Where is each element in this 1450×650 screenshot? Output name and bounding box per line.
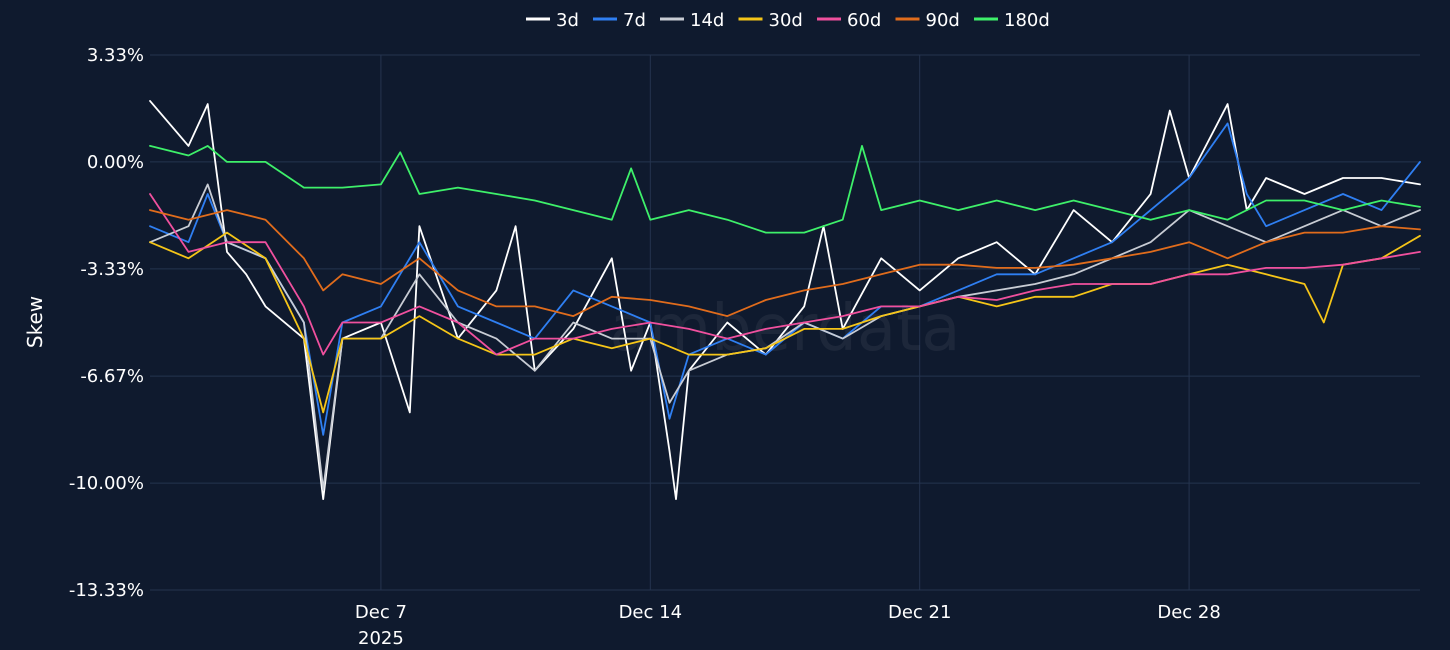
legend-label: 3d <box>556 10 579 31</box>
legend-item-7d[interactable]: 7d <box>593 10 646 31</box>
y-tick-label: 0.00% <box>87 152 144 173</box>
legend-label: 90d <box>926 10 960 31</box>
x-tick-label: Dec 21 <box>888 602 951 623</box>
x-tick-label: Dec 28 <box>1157 602 1220 623</box>
legend-item-14d[interactable]: 14d <box>660 10 724 31</box>
x-tick-sublabel: 2025 <box>358 628 404 649</box>
legend-item-30d[interactable]: 30d <box>738 10 803 31</box>
series-line-7d <box>149 122 1421 436</box>
y-tick-label: -3.33% <box>80 259 144 280</box>
y-axis-title: Skew <box>23 296 47 348</box>
y-tick-label: -10.00% <box>69 473 144 494</box>
y-axis-ticks: 3.33% 0.00% -3.33% -6.67% -10.00% -13.33% <box>69 45 144 601</box>
legend-item-180d[interactable]: 180d <box>974 10 1050 31</box>
x-tick-label: Dec 7 <box>355 602 407 623</box>
y-tick-label: -13.33% <box>69 580 144 601</box>
legend: 3d 7d 14d 30d 60d 90d 180d <box>526 10 1050 31</box>
legend-label: 14d <box>690 10 724 31</box>
legend-label: 7d <box>623 10 646 31</box>
legend-label: 180d <box>1004 10 1050 31</box>
series-line-180d <box>149 145 1421 234</box>
series-line-90d <box>149 209 1421 317</box>
grid-lines <box>150 54 1420 591</box>
legend-label: 60d <box>847 10 881 31</box>
legend-label: 30d <box>769 10 803 31</box>
watermark: amberdata <box>610 292 961 366</box>
legend-item-60d[interactable]: 60d <box>817 10 881 31</box>
series-line-30d <box>149 231 1421 414</box>
legend-item-3d[interactable]: 3d <box>526 10 579 31</box>
series-layer <box>149 100 1421 500</box>
legend-item-90d[interactable]: 90d <box>895 10 960 31</box>
y-tick-label: 3.33% <box>87 45 144 66</box>
y-tick-label: -6.67% <box>80 366 144 387</box>
series-line-60d <box>149 193 1421 356</box>
x-tick-label: Dec 14 <box>619 602 682 623</box>
x-axis-ticks: Dec 7 2025 Dec 14 Dec 21 Dec 28 <box>355 602 1221 649</box>
